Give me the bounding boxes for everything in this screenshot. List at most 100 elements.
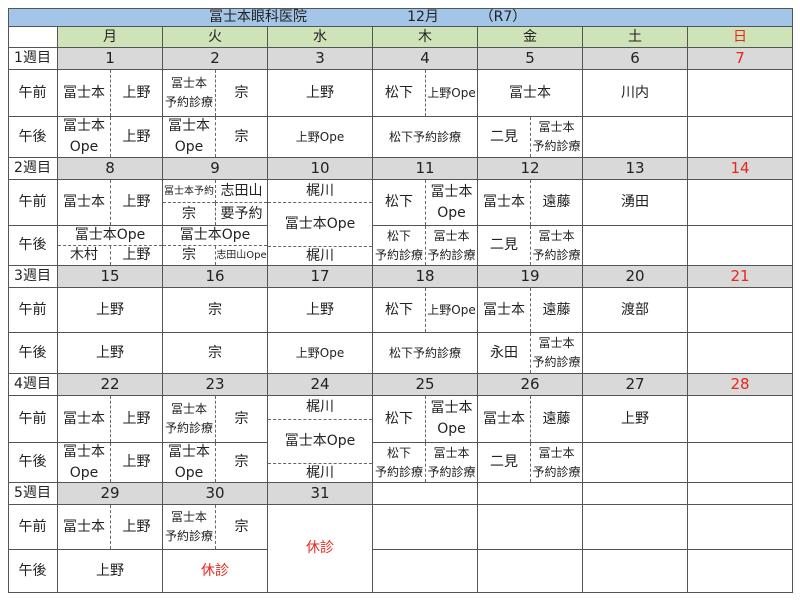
schedule-cell-sun-am: [688, 288, 793, 333]
schedule-entry: 冨士本: [63, 84, 105, 101]
date-cell: 7: [688, 48, 793, 70]
schedule-entry: 冨士本Ope: [163, 226, 267, 246]
date-cell: 8: [58, 158, 163, 180]
schedule-entry: 松下: [385, 194, 413, 210]
schedule-entry: 梶川: [268, 396, 372, 420]
date-cell: 9: [163, 158, 268, 180]
schedule-cell-sat-am: 上野: [583, 396, 688, 443]
row-label-pm: 午後: [8, 333, 58, 374]
schedule-entry: 冨士本 予約診療: [530, 226, 582, 265]
date-cell: [688, 483, 793, 505]
schedule-cell-sun-am: [688, 396, 793, 443]
row-label-pm: 午後: [8, 550, 58, 593]
schedule-cell-mon-pm: 冨士本Ope 木村 上野: [58, 226, 163, 266]
schedule-cell-sat-am: [583, 505, 688, 550]
schedule-entry: 上野Ope: [425, 70, 477, 116]
schedule-entry: 二見: [490, 454, 518, 470]
date-cell: 5: [478, 48, 583, 70]
schedule-entry: 冨士本 予約診療: [530, 333, 582, 373]
schedule-entry: 上野: [110, 443, 162, 482]
week-label: 2週目: [8, 158, 58, 180]
row-label-am: 午前: [8, 288, 58, 333]
schedule-cell-mon-pm: 冨士本 Ope 上野: [58, 117, 163, 158]
schedule-cell-fri-am: 冨士本 遠藤: [478, 180, 583, 226]
date-cell: [373, 483, 478, 505]
schedule-entry: 冨士本 Ope: [425, 396, 477, 442]
schedule-cell-fri-am: 冨士本: [478, 70, 583, 117]
date-cell: 25: [373, 374, 478, 396]
schedule-cell-thu-am: [373, 505, 478, 550]
schedule-cell-wed-am: 上野: [268, 288, 373, 333]
schedule-cell-tue-pm: 冨士本 Ope 宗: [163, 117, 268, 158]
schedule-cell-sat-pm: [583, 117, 688, 158]
schedule-entry: 宗: [215, 505, 267, 549]
schedule-cell-wed-allday: 梶川 冨士本Ope 梶川: [268, 396, 373, 483]
schedule-entry: 松下予約診療: [388, 129, 461, 144]
schedule-cell-mon-pm: 冨士本 Ope 上野: [58, 443, 163, 483]
schedule-entry: 冨士本: [483, 410, 525, 427]
date-cell: 29: [58, 483, 163, 505]
schedule-cell-sat-pm: [583, 443, 688, 483]
schedule-entry: 冨士本 予約診療: [530, 443, 582, 482]
date-cell: 27: [583, 374, 688, 396]
schedule-cell-tue-am: 冨士本 予約診療宗: [163, 396, 268, 443]
schedule-entry: 冨士本 予約診療: [425, 443, 477, 482]
schedule-cell-thu-pm: 松下予約診療: [373, 117, 478, 158]
schedule-entry: 上野Ope: [425, 288, 477, 332]
schedule-cell-sun-pm: [688, 117, 793, 158]
schedule-cell-mon-am: 冨士本 上野: [58, 505, 163, 550]
schedule-cell-thu-pm: [373, 550, 478, 593]
date-cell: 19: [478, 266, 583, 288]
date-cell: 16: [163, 266, 268, 288]
week-label: 1週目: [8, 48, 58, 70]
schedule-entry: 二見: [490, 237, 518, 253]
schedule-entry: 松下: [385, 84, 413, 101]
clinic-name: 冨士本眼科医院: [209, 8, 307, 25]
schedule-cell-mon-am: 冨士本 上野: [58, 180, 163, 226]
schedule-cell-fri-am: 冨士本 遠藤: [478, 396, 583, 443]
schedule-entry: 冨士本 Ope: [425, 180, 477, 225]
month-label: 12月: [407, 8, 439, 25]
schedule-entry: 渡部: [621, 301, 649, 318]
schedule-cell-thu-am: 松下 上野Ope: [373, 70, 478, 117]
schedule-entry: 宗: [182, 205, 196, 222]
schedule-entry: 上野: [110, 505, 162, 549]
schedule-entry: 遠藤: [530, 180, 582, 225]
date-cell: 6: [583, 48, 688, 70]
row-label-pm: 午後: [8, 443, 58, 483]
schedule-entry: 冨士本 予約診療: [425, 226, 477, 265]
weekday-header-thu: 木: [373, 27, 478, 48]
date-cell: 15: [58, 266, 163, 288]
schedule-cell-fri-pm: 二見 冨士本 予約診療: [478, 226, 583, 266]
row-label-am: 午前: [8, 70, 58, 117]
date-cell: 21: [688, 266, 793, 288]
schedule-cell-thu-am: 松下 上野Ope: [373, 288, 478, 333]
schedule-entry: 宗: [215, 70, 267, 116]
schedule-entry: 上野: [621, 410, 649, 427]
schedule-entry: 冨士本: [63, 194, 105, 210]
date-cell: 22: [58, 374, 163, 396]
date-cell: 24: [268, 374, 373, 396]
schedule-entry: 冨士本予約: [163, 180, 215, 203]
date-cell: 31: [268, 483, 373, 505]
schedule-cell-thu-am: 松下 冨士本 Ope: [373, 180, 478, 226]
schedule-cell-tue-am: 宗: [163, 288, 268, 333]
row-label-am: 午前: [8, 505, 58, 550]
schedule-entry: 冨士本 Ope: [63, 443, 105, 481]
date-cell: 17: [268, 266, 373, 288]
schedule-cell-tue-am: 冨士本予約 志田山宗 要予約: [163, 180, 268, 226]
date-cell: 23: [163, 374, 268, 396]
schedule-entry: 松下予約診療: [388, 345, 461, 360]
schedule-cell-sun-pm: [688, 443, 793, 483]
date-cell: [583, 483, 688, 505]
date-cell: 14: [688, 158, 793, 180]
schedule-cell-tue-pm: 冨士本Ope 宗 志田山Ope: [163, 226, 268, 266]
schedule-entry: 湧田: [621, 194, 649, 210]
schedule-entry: 上野: [96, 562, 124, 579]
schedule-cell-sun-am: [688, 70, 793, 117]
schedule-cell-mon-pm: 上野: [58, 550, 163, 593]
schedule-entry: 宗: [215, 396, 267, 442]
schedule-entry: 宗: [215, 117, 267, 157]
schedule-cell-fri-pm: 二見 冨士本 予約診療: [478, 117, 583, 158]
schedule-cell-sat-am: 渡部: [583, 288, 688, 333]
